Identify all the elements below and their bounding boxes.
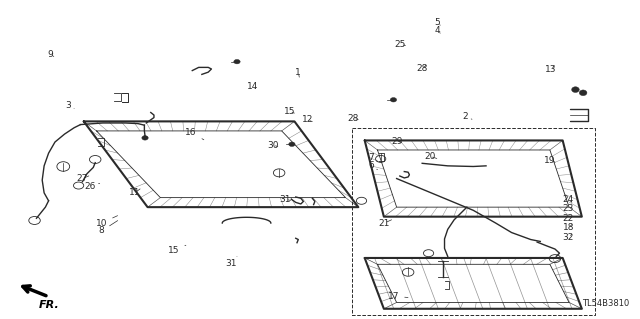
Text: 9: 9 — [47, 49, 54, 59]
Ellipse shape — [572, 87, 579, 93]
Text: 24: 24 — [563, 195, 574, 204]
Text: 21: 21 — [379, 219, 392, 227]
Text: 18: 18 — [563, 223, 574, 232]
Text: 22: 22 — [563, 214, 574, 223]
Text: 6: 6 — [368, 161, 378, 170]
Text: 11: 11 — [129, 188, 141, 197]
Text: 28: 28 — [417, 64, 428, 73]
Ellipse shape — [289, 142, 295, 146]
Text: 31: 31 — [225, 256, 237, 268]
Text: 25: 25 — [395, 40, 406, 49]
Text: TL54B3810: TL54B3810 — [582, 299, 630, 308]
Text: 20: 20 — [424, 152, 437, 161]
Text: 12: 12 — [301, 115, 313, 124]
Text: 26: 26 — [84, 182, 100, 191]
Text: 14: 14 — [247, 82, 259, 91]
Text: 3: 3 — [65, 101, 74, 110]
Text: 32: 32 — [563, 233, 574, 242]
Text: 19: 19 — [544, 156, 556, 165]
Text: 13: 13 — [545, 65, 557, 74]
Text: 28: 28 — [348, 114, 359, 123]
Text: 15: 15 — [284, 108, 295, 116]
Text: 10: 10 — [96, 216, 118, 227]
Text: 1: 1 — [296, 68, 301, 77]
Ellipse shape — [390, 98, 397, 102]
Text: 17: 17 — [388, 292, 408, 300]
Text: 16: 16 — [185, 128, 204, 140]
Text: FR.: FR. — [39, 300, 60, 310]
Ellipse shape — [142, 136, 148, 140]
Ellipse shape — [579, 90, 587, 96]
Text: 5: 5 — [435, 19, 440, 27]
Text: 23: 23 — [563, 204, 574, 213]
Text: 7: 7 — [368, 153, 378, 162]
Text: 27: 27 — [77, 174, 89, 183]
Text: 29: 29 — [391, 137, 403, 145]
Text: 15: 15 — [168, 245, 186, 255]
Text: 2: 2 — [463, 112, 472, 121]
Text: 30: 30 — [267, 141, 278, 150]
Text: 8: 8 — [99, 221, 118, 235]
Text: 4: 4 — [435, 26, 440, 35]
Ellipse shape — [234, 59, 240, 64]
Text: 31: 31 — [280, 195, 291, 204]
